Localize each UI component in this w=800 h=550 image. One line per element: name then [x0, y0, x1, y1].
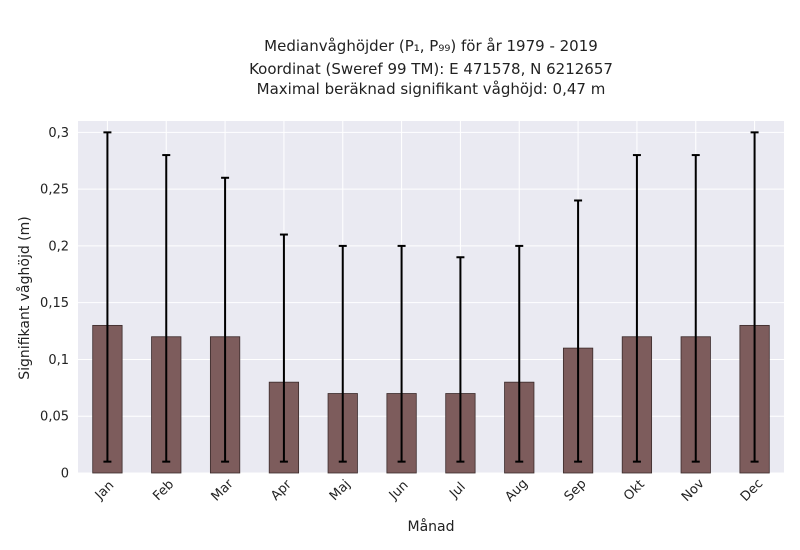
error-bar-apr [279, 233, 288, 463]
x-tick-label-nov: Nov [679, 476, 708, 505]
error-bar-dec [750, 131, 759, 463]
error-bar-mar [221, 176, 230, 463]
plot-area [78, 121, 784, 473]
title-line-2: Koordinat (Sweref 99 TM): E 471578, N 62… [249, 60, 613, 78]
x-tick-label-jun: Jun [386, 478, 412, 504]
x-tick-label-feb: Feb [150, 477, 177, 504]
error-bar-aug [515, 244, 524, 463]
y-tick-label-1: 0,05 [40, 410, 69, 425]
y-tick-label-2: 0,1 [48, 353, 69, 368]
y-axis-ticks: 0 0,05 0,1 0,15 0,2 0,25 0,3 [40, 126, 69, 482]
x-axis-ticks: Jan Feb Mar Apr Maj Jun Jul Aug Sep Okt Nov Dec [92, 476, 766, 505]
title-line-1: Medianvåghöjder (P₁, P₉₉) för år 1979 - … [264, 37, 598, 55]
x-tick-label-dec: Dec [738, 476, 766, 504]
error-bar-sep [574, 199, 583, 463]
x-tick-label-jul: Jul [446, 480, 468, 502]
x-tick-label-mar: Mar [209, 476, 237, 504]
y-tick-label-3: 0,15 [40, 296, 69, 311]
y-tick-label-6: 0,3 [48, 126, 69, 141]
error-bar-nov [691, 154, 700, 463]
chart-title: Medianvåghöjder (P₁, P₉₉) för år 1979 - … [249, 37, 613, 98]
x-tick-label-maj: Maj [327, 477, 354, 504]
error-bar-feb [162, 154, 171, 463]
y-tick-label-5: 0,25 [40, 183, 69, 198]
x-axis-label: Månad [408, 518, 455, 535]
error-bar-maj [338, 244, 347, 463]
x-tick-label-apr: Apr [268, 477, 295, 504]
error-bar-jun [397, 244, 406, 463]
error-bar-jan [103, 131, 112, 463]
y-tick-label-0: 0 [61, 467, 69, 482]
x-tick-label-okt: Okt [621, 477, 648, 504]
error-bar-okt [632, 154, 641, 463]
y-tick-label-4: 0,2 [48, 239, 69, 254]
x-tick-label-sep: Sep [562, 477, 590, 505]
error-bar-jul [456, 256, 465, 463]
title-line-3: Maximal beräknad signifikant våghöjd: 0,… [257, 80, 606, 98]
error-bars [103, 131, 759, 463]
y-axis-label: Signifikant våghöjd (m) [16, 216, 33, 379]
x-tick-label-aug: Aug [502, 476, 531, 505]
x-tick-label-jan: Jan [92, 478, 117, 503]
